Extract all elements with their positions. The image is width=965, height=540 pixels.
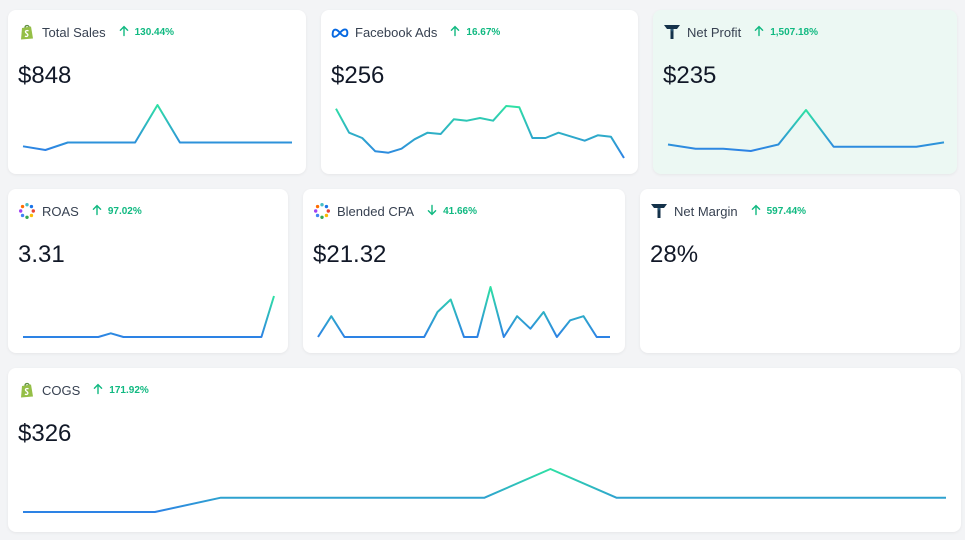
arrow-down-icon: [426, 204, 443, 219]
sparkline-path: [667, 109, 945, 152]
card-total-sales[interactable]: Total Sales 130.44% $848: [8, 10, 306, 174]
arrow-up-icon: [92, 383, 109, 398]
metric-value: 28%: [650, 241, 699, 268]
arrow-up-icon: [91, 204, 108, 219]
sparkline-roas: [23, 295, 275, 338]
delta-value: 171.92%: [109, 384, 149, 396]
card-header: Net Margin 597.44%: [650, 201, 806, 221]
arrow-up-icon: [750, 204, 767, 219]
sparkline-path: [317, 286, 610, 338]
sparkline-blended-cpa: [317, 286, 610, 338]
delta-badge: 41.66%: [426, 204, 477, 219]
card-title: Net Profit: [687, 24, 742, 40]
card-facebook-ads[interactable]: Facebook Ads 16.67% $256: [321, 10, 638, 174]
card-header: COGS 171.92%: [18, 380, 149, 400]
sparkline-net-profit: [667, 109, 945, 152]
shopify-icon: [18, 381, 36, 399]
card-net-margin[interactable]: Net Margin 597.44% 28%: [640, 189, 960, 353]
card-header: ROAS 97.02%: [18, 201, 142, 221]
delta-value: 1,507.18%: [770, 26, 819, 38]
delta-badge: 597.44%: [750, 204, 806, 219]
metric-value: $235: [663, 62, 717, 89]
arrow-up-icon: [118, 25, 135, 40]
sparkline-path: [23, 295, 275, 338]
sparkline-facebook-ads: [335, 105, 625, 159]
card-header: Total Sales 130.44%: [18, 22, 174, 42]
metric-value: 3.31: [18, 241, 65, 268]
card-header: Facebook Ads 16.67%: [331, 22, 500, 42]
triple-whale-icon: [663, 23, 681, 41]
card-roas[interactable]: ROAS 97.02% 3.31: [8, 189, 288, 353]
metric-value: $848: [18, 62, 72, 89]
metric-value: $326: [18, 420, 72, 447]
delta-badge: 130.44%: [118, 25, 174, 40]
metric-value: $256: [331, 62, 385, 89]
delta-value: 597.44%: [766, 205, 807, 217]
arrow-up-icon: [449, 25, 466, 40]
card-header: Net Profit 1,507.18%: [663, 22, 818, 42]
triple-whale-icon: [650, 202, 668, 220]
sparkline-total-sales: [22, 104, 292, 151]
delta-value: 41.66%: [443, 205, 478, 217]
delta-value: 130.44%: [134, 26, 175, 38]
sparkline-path: [23, 468, 946, 513]
delta-value: 97.02%: [107, 205, 142, 217]
card-title: Total Sales: [42, 24, 106, 40]
pixel-dots-icon: [313, 202, 331, 220]
delta-value: 16.67%: [466, 26, 501, 38]
metric-value: $21.32: [313, 241, 387, 268]
delta-badge: 171.92%: [92, 383, 149, 398]
card-net-profit[interactable]: Net Profit 1,507.18% $235: [653, 10, 957, 174]
delta-badge: 97.02%: [91, 204, 142, 219]
card-cogs[interactable]: COGS 171.92% $326: [8, 368, 961, 532]
pixel-dots-icon: [18, 202, 36, 220]
sparkline-cogs: [23, 468, 946, 513]
card-blended-cpa[interactable]: Blended CPA 41.66% $21.32: [303, 189, 625, 353]
card-title: COGS: [42, 382, 81, 398]
delta-badge: 16.67%: [449, 25, 500, 40]
meta-icon: [331, 23, 349, 41]
shopify-icon: [18, 23, 36, 41]
sparkline-path: [22, 104, 292, 151]
card-title: ROAS: [42, 203, 79, 219]
card-title: Facebook Ads: [355, 24, 438, 40]
card-title: Net Margin: [674, 203, 738, 219]
card-title: Blended CPA: [337, 203, 415, 219]
delta-badge: 1,507.18%: [753, 25, 818, 40]
card-header: Blended CPA 41.66%: [313, 201, 477, 221]
arrow-up-icon: [753, 25, 770, 40]
sparkline-path: [335, 105, 625, 159]
